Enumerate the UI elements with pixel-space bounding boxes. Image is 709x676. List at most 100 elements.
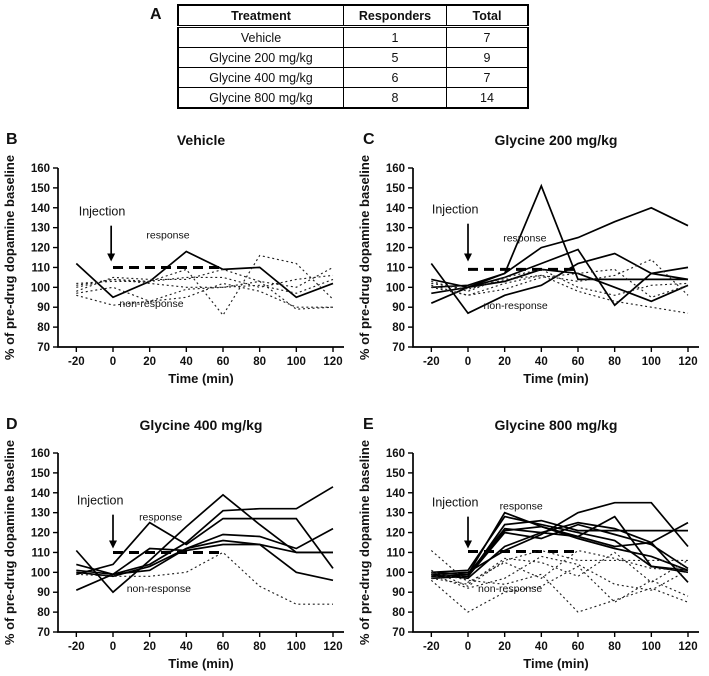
cell-treatment: Vehicle — [177, 26, 344, 48]
col-header-total: Total — [446, 4, 529, 28]
y-tick-label: 110 — [386, 547, 405, 559]
glycine-400-chart: Glycine 400 mg/kg 70 80 90 100 110 120 130 140 15… — [0, 413, 354, 676]
x-tick-label: 100 — [287, 356, 306, 368]
non-responder-line — [76, 280, 334, 310]
col-header-treatment: Treatment — [177, 4, 344, 28]
table-row: Glycine 800 mg/kg 8 14 — [177, 87, 529, 109]
non-responder-line — [76, 278, 334, 294]
injection-label: Injection — [432, 496, 479, 510]
x-tick-label: 80 — [253, 356, 266, 368]
non-responder-line — [76, 254, 334, 317]
y-tick-label: 160 — [386, 163, 405, 175]
x-tick-label: -20 — [423, 641, 440, 653]
injection-arrow-head — [109, 540, 117, 549]
y-axis-title: % of pre-drug dopamine baseline — [357, 440, 372, 645]
y-tick-label: 120 — [386, 243, 405, 255]
y-tick-label: 90 — [392, 587, 405, 599]
y-tick-label: 140 — [31, 203, 50, 215]
y-tick-label: 70 — [392, 342, 405, 354]
y-tick-label: 120 — [386, 528, 405, 540]
response-label: response — [503, 233, 546, 245]
non-response-label: non-response — [478, 583, 542, 595]
x-axis-title: Time (min) — [168, 371, 234, 386]
response-label: response — [500, 501, 543, 513]
vehicle-chart: Vehicle 70 80 90 100 110 120 130 140 150 160 -20 0 20… — [0, 128, 354, 391]
cell-responders: 8 — [343, 87, 447, 109]
responder-line — [430, 252, 689, 315]
chart-svg: Glycine 800 mg/kg 70 80 90 100 110 120 130 140 15… — [357, 417, 699, 671]
x-axis-title: Time (min) — [523, 656, 589, 671]
cell-responders: 1 — [343, 26, 447, 48]
y-tick-label: 90 — [37, 302, 50, 314]
chart-title: Vehicle — [177, 132, 225, 148]
non-responder-line — [431, 551, 689, 585]
non-response-label: non-response — [127, 583, 191, 595]
chart-title: Glycine 800 mg/kg — [495, 417, 618, 433]
injection-arrow-head — [107, 253, 116, 262]
responder-line — [75, 493, 333, 594]
y-tick-label: 130 — [386, 223, 405, 235]
non-response-label: non-response — [119, 298, 183, 310]
x-tick-label: 60 — [217, 641, 230, 653]
responder-line — [76, 486, 334, 576]
response-label: response — [146, 230, 189, 242]
non-responder-line — [431, 274, 689, 314]
y-tick-label: 80 — [392, 322, 405, 334]
panel-glycine-800: E Glycine 800 mg/kg 70 80 90 100 110 120 130 140… — [355, 413, 709, 673]
y-tick-label: 150 — [31, 468, 50, 480]
x-tick-label: 0 — [465, 356, 471, 368]
x-tick-label: 120 — [678, 641, 697, 653]
x-tick-label: 60 — [572, 641, 585, 653]
axes — [57, 168, 344, 348]
responders-table: Treatment Responders Total Vehicle 1 7 G… — [177, 4, 529, 109]
non-responder-line — [76, 551, 333, 605]
y-tick-label: 130 — [386, 508, 405, 520]
table-row: Vehicle 1 7 — [177, 26, 529, 48]
x-tick-label: 120 — [323, 356, 342, 368]
y-axis-title: % of pre-drug dopamine baseline — [2, 155, 17, 360]
x-tick-label: 20 — [498, 356, 511, 368]
panel-b-letter: B — [6, 131, 18, 148]
panel-c-letter: C — [363, 131, 375, 148]
axes — [412, 453, 699, 633]
injection-label: Injection — [77, 494, 124, 508]
y-tick-label: 130 — [31, 508, 50, 520]
x-tick-label: 20 — [498, 641, 511, 653]
cell-total: 14 — [446, 87, 529, 109]
y-tick-label: 150 — [31, 183, 50, 195]
injection-arrow-head — [464, 540, 472, 549]
y-tick-label: 100 — [386, 282, 405, 294]
x-tick-label: 60 — [572, 356, 585, 368]
non-responder-line — [76, 274, 334, 288]
table-row: Glycine 200 mg/kg 5 9 — [177, 47, 529, 68]
non-response-label: non-response — [484, 300, 548, 312]
y-tick-label: 140 — [386, 203, 405, 215]
responders-table-wrap: Treatment Responders Total Vehicle 1 7 G… — [177, 4, 529, 109]
y-tick-label: 110 — [31, 262, 50, 274]
chart-svg: Glycine 400 mg/kg 70 80 90 100 110 120 130 140 15… — [2, 417, 344, 671]
table-header-row: Treatment Responders Total — [177, 4, 529, 28]
y-tick-label: 90 — [37, 587, 50, 599]
y-tick-label: 80 — [392, 607, 405, 619]
y-tick-label: 140 — [386, 488, 405, 500]
cell-total: 9 — [446, 47, 529, 68]
panel-d-letter: D — [6, 416, 18, 433]
x-tick-label: 40 — [180, 356, 193, 368]
y-tick-label: 120 — [31, 528, 50, 540]
x-axis-title: Time (min) — [168, 656, 234, 671]
non-responder-line — [76, 282, 333, 308]
non-responder-line — [430, 565, 689, 613]
y-tick-label: 160 — [31, 448, 50, 460]
responder-line — [75, 543, 333, 591]
x-tick-label: 120 — [323, 641, 342, 653]
x-tick-label: 40 — [535, 356, 548, 368]
chart-svg: Vehicle 70 80 90 100 110 120 130 140 150 160 -20 0 20… — [2, 132, 344, 386]
responder-line — [431, 521, 689, 576]
x-tick-label: 80 — [608, 356, 621, 368]
y-tick-label: 110 — [386, 262, 405, 274]
glycine-800-chart: Glycine 800 mg/kg 70 80 90 100 110 120 130 140 15… — [355, 413, 709, 676]
y-tick-label: 150 — [386, 468, 405, 480]
y-tick-label: 100 — [386, 567, 405, 579]
response-label: response — [139, 512, 182, 524]
